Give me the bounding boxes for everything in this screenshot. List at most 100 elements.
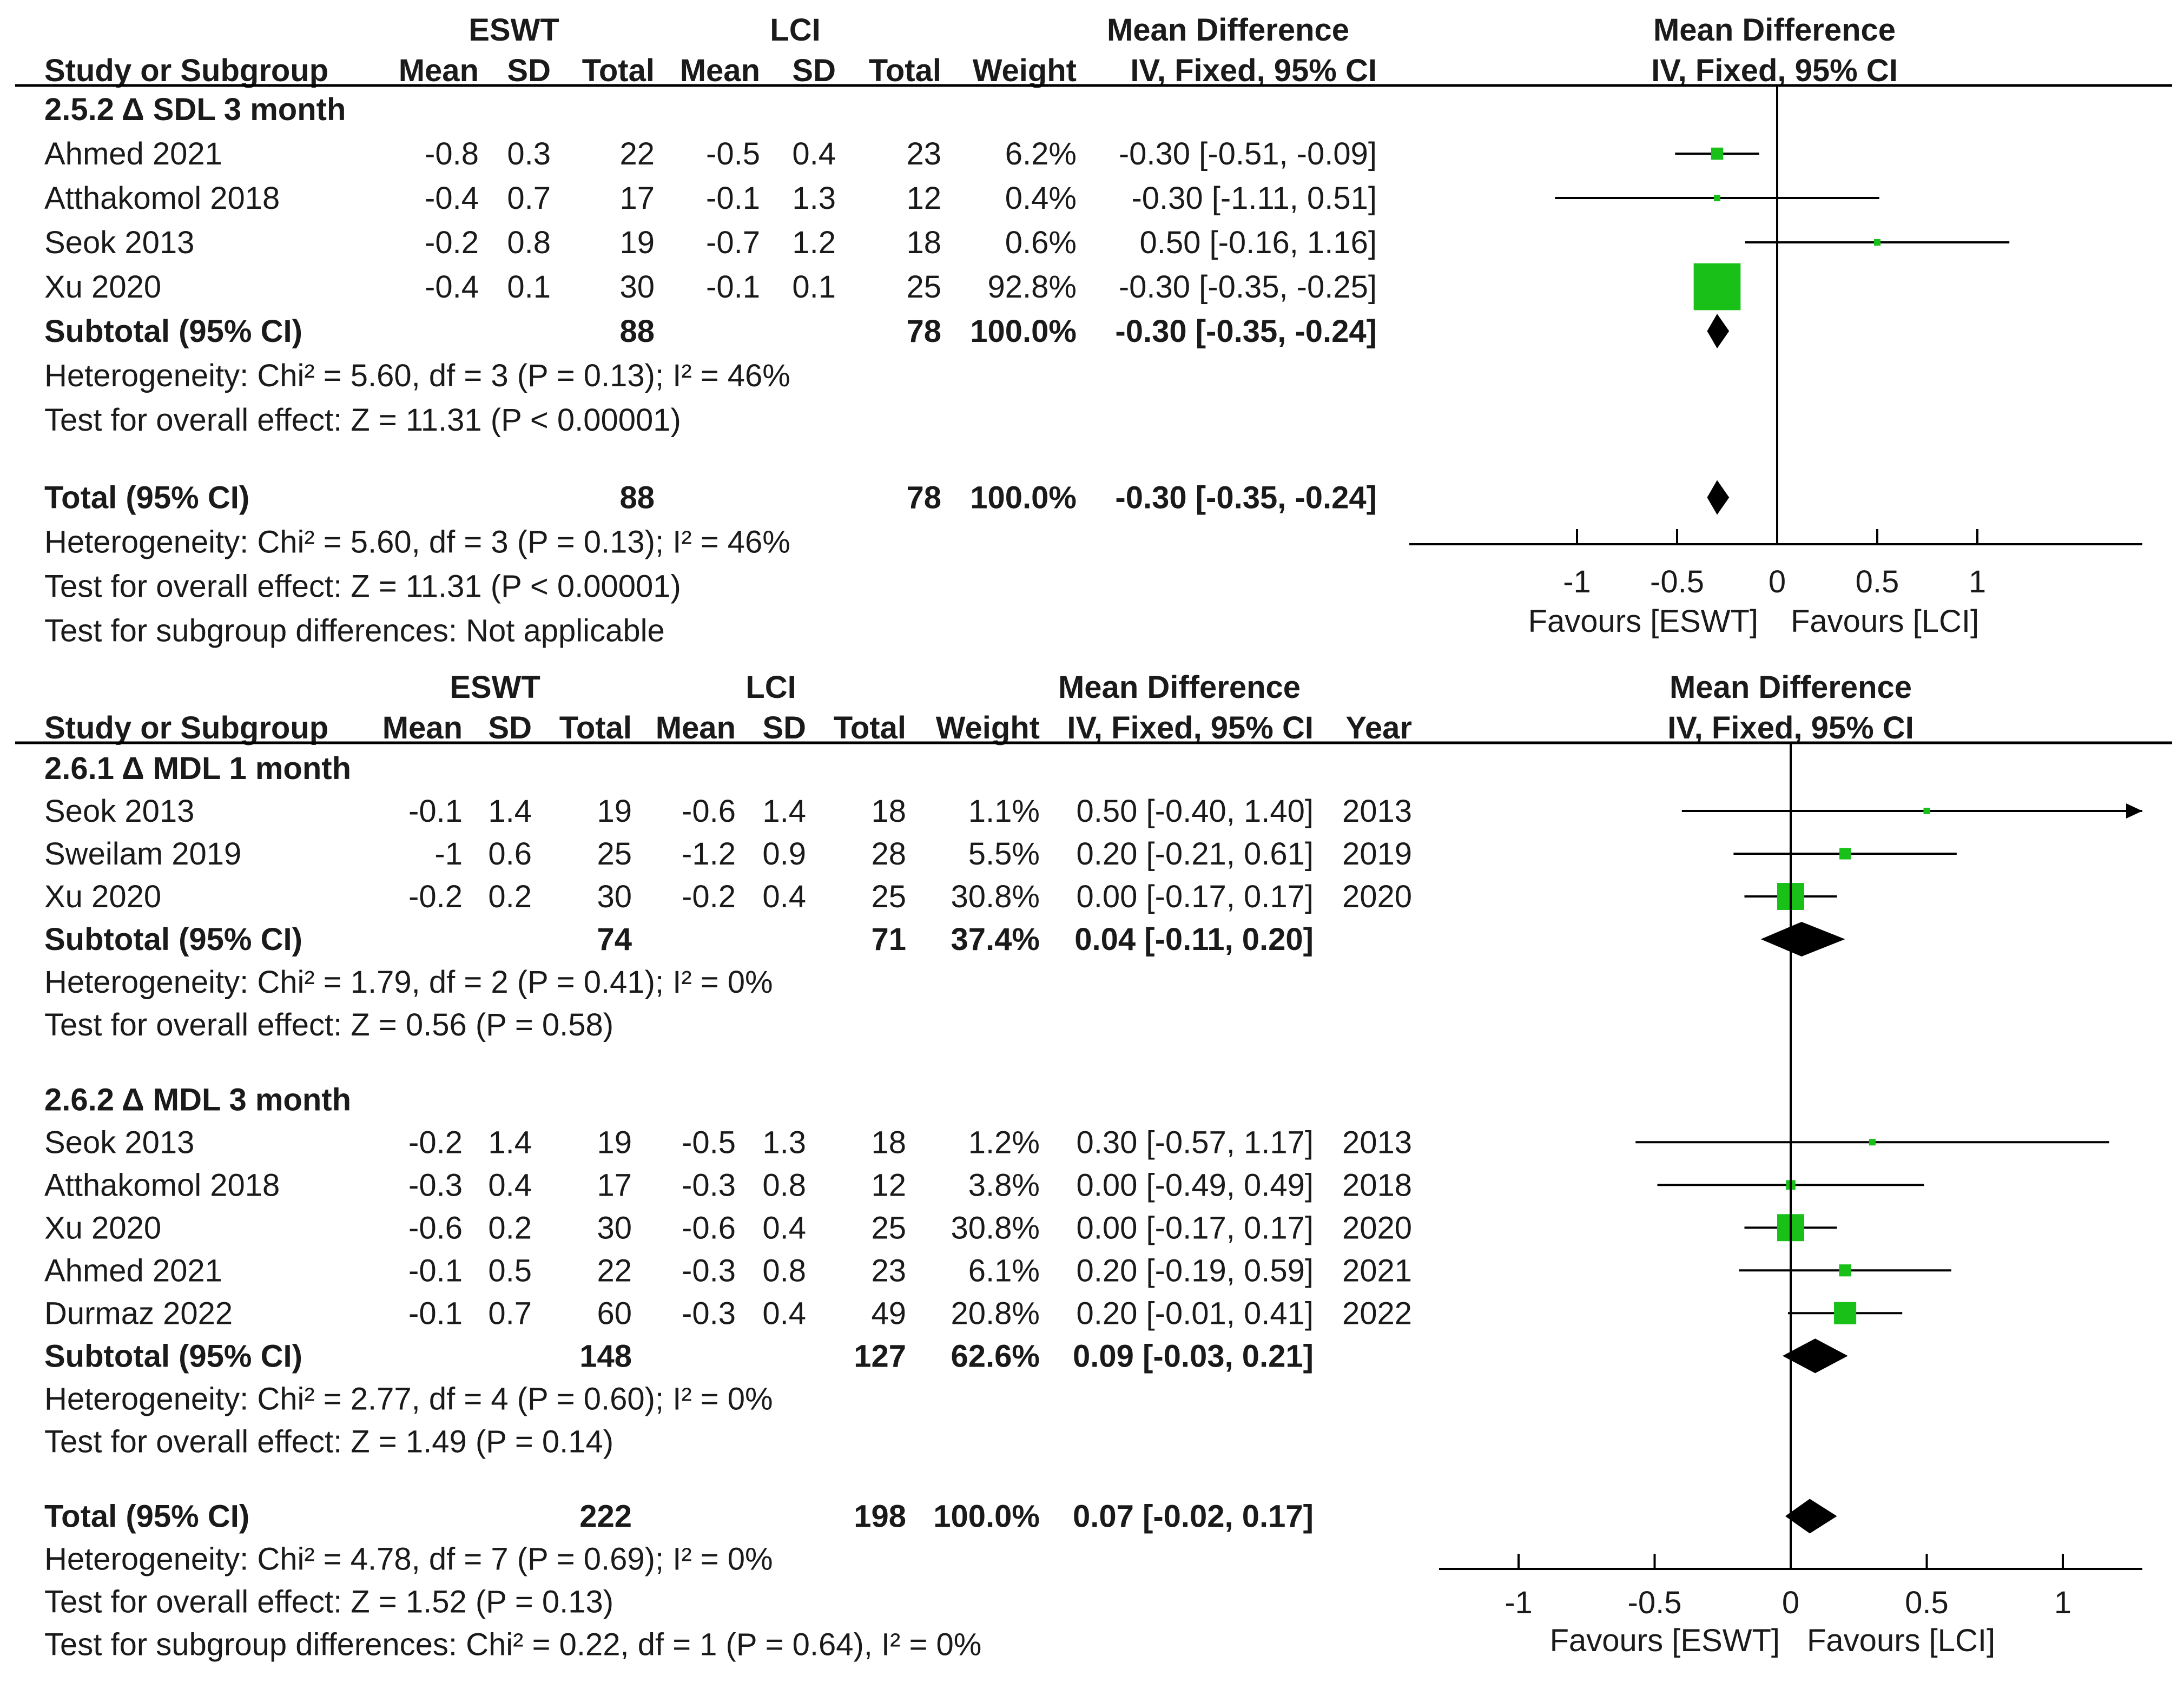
p2-row-10-sd1: 0.4 (488, 1167, 532, 1203)
p2-row-1-weight: 1.1% (968, 794, 1040, 829)
p2-row-2-mean2: -1.2 (682, 836, 736, 872)
p1-row-5-total2: 78 (906, 314, 941, 349)
p1-row-4-ci: -0.30 [-0.35, -0.25] (1119, 269, 1377, 305)
p2-row-3-mean1: -0.2 (408, 879, 463, 914)
p2-row-9-ci: 0.30 [-0.57, 1.17] (1076, 1125, 1314, 1160)
p2-favours-left: Favours [ESWT] (1550, 1623, 1780, 1658)
p1-tick-label-2: 0 (1769, 564, 1786, 599)
p2-row-4-label: Subtotal (95% CI) (44, 922, 302, 957)
p1-row-9-label: Total (95% CI) (44, 480, 249, 516)
p1-row-3-total1: 19 (619, 225, 655, 260)
p2-row-1-mean2: -0.6 (682, 794, 736, 829)
p1-row-1-mean2: -0.5 (706, 136, 760, 171)
p1-row-6-note: Heterogeneity: Chi² = 5.60, df = 3 (P = … (44, 358, 790, 393)
p2-row-10-mean2: -0.3 (682, 1167, 736, 1203)
p2-row-9-sd1: 1.4 (488, 1125, 532, 1160)
p2-row-2-year: 2019 (1342, 836, 1412, 872)
p2-row-13-sd2: 0.4 (762, 1296, 806, 1331)
p2-effect-subtitle: IV, Fixed, 95% CI (1067, 710, 1314, 745)
p1-row-3-total2: 18 (906, 225, 941, 260)
p1-row-1-sd1: 0.3 (507, 136, 551, 171)
p2-row-18-total2: 198 (854, 1499, 906, 1534)
p2-row-3-total2: 25 (871, 879, 906, 914)
p2-row-9-sd2: 1.3 (762, 1125, 806, 1160)
p2-row-11-sd2: 0.4 (762, 1210, 806, 1245)
p1-group2-header: LCI (770, 12, 820, 48)
p2-row-13-mean2: -0.3 (682, 1296, 736, 1331)
p1-row-5-total1: 88 (619, 314, 655, 349)
p2-col-mean2-header: Mean (656, 710, 736, 745)
p2-row-12-weight: 6.1% (968, 1253, 1040, 1288)
p2-row-20-note: Test for overall effect: Z = 1.52 (P = 0… (44, 1585, 613, 1620)
p1-row-5-weight: 100.0% (970, 314, 1077, 349)
p2-row-2-mean1: -1 (434, 836, 463, 872)
p2-row-13-sd1: 0.7 (488, 1296, 532, 1331)
p2-row-15-note: Heterogeneity: Chi² = 2.77, df = 4 (P = … (44, 1381, 773, 1416)
p2-col-sd2-header: SD (762, 710, 806, 745)
p2-row-13-ci: 0.20 [-0.01, 0.41] (1076, 1296, 1314, 1331)
p1-effect-subtitle: IV, Fixed, 95% CI (1130, 53, 1377, 88)
p2-row-13-weight-square (1834, 1302, 1857, 1324)
p2-plot-title: Mean Difference (1670, 670, 1912, 705)
p1-col-study-header: Study or Subgroup (44, 53, 328, 88)
p2-row-3-sd1: 0.2 (488, 879, 532, 914)
p1-row-12-note: Test for subgroup differences: Not appli… (44, 613, 665, 649)
p1-group1-header: ESWT (469, 12, 559, 48)
p2-row-1-year: 2013 (1342, 794, 1412, 829)
p1-row-4-sd1: 0.1 (507, 269, 551, 305)
p2-row-10-total2: 12 (871, 1167, 906, 1203)
p2-row-2-study-name: Sweilam 2019 (44, 836, 241, 872)
p2-row-1-total2: 18 (871, 794, 906, 829)
p1-col-sd1-header: SD (507, 53, 551, 88)
p2-row-4-total2: 71 (871, 922, 906, 957)
p1-row-2-mean2: -0.1 (706, 181, 760, 216)
p1-row-4-study-name: Xu 2020 (44, 269, 161, 305)
p2-row-1-sd2: 1.4 (762, 794, 806, 829)
p2-row-18-ci: 0.07 [-0.02, 0.17] (1073, 1499, 1314, 1534)
p2-group1-header: ESWT (450, 670, 540, 705)
p2-row-9-total1: 19 (597, 1125, 632, 1160)
p1-row-2-sd2: 1.3 (792, 181, 836, 216)
p1-row-3-weight-square (1874, 239, 1881, 246)
p2-row-11-weight: 30.8% (951, 1210, 1040, 1245)
p1-row-1-total1: 22 (619, 136, 655, 171)
p2-effect-title: Mean Difference (1058, 670, 1301, 705)
p2-row-12-year: 2021 (1342, 1253, 1412, 1288)
p2-row-10-study-name: Atthakomol 2018 (44, 1167, 280, 1203)
p1-plot-title: Mean Difference (1653, 12, 1896, 48)
p2-row-1-mean1: -0.1 (408, 794, 463, 829)
p2-row-21-note: Test for subgroup differences: Chi² = 0.… (44, 1627, 981, 1662)
p2-row-11-mean2: -0.6 (682, 1210, 736, 1245)
p1-row-10-note: Heterogeneity: Chi² = 5.60, df = 3 (P = … (44, 525, 790, 560)
p2-row-12-ci: 0.20 [-0.19, 0.59] (1076, 1253, 1314, 1288)
p2-row-1-weight-square (1923, 808, 1930, 814)
p1-effect-title: Mean Difference (1107, 12, 1349, 48)
p2-row-3-mean2: -0.2 (682, 879, 736, 914)
p2-row-2-total2: 28 (871, 836, 906, 872)
p1-col-mean1-header: Mean (399, 53, 479, 88)
p2-row-11-mean1: -0.6 (408, 1210, 463, 1245)
p2-row-12-sd1: 0.5 (488, 1253, 532, 1288)
p2-row-18-total1: 222 (579, 1499, 632, 1534)
p2-row-2-sd2: 0.9 (762, 836, 806, 872)
p2-row-2-ci: 0.20 [-0.21, 0.61] (1076, 836, 1314, 872)
p2-row-14-weight: 62.6% (951, 1338, 1040, 1374)
p1-tick-label-4: 1 (1969, 564, 1986, 599)
p2-row-2-weight: 5.5% (968, 836, 1040, 872)
p2-row-1-study-name: Seok 2013 (44, 794, 194, 829)
p1-row-3-mean1: -0.2 (425, 225, 479, 260)
p2-row-2-sd1: 0.6 (488, 836, 532, 872)
p1-row-3-weight: 0.6% (1005, 225, 1077, 260)
p2-row-13-mean1: -0.1 (408, 1296, 463, 1331)
p1-row-0-subgroup-label: 2.5.2 Δ SDL 3 month (44, 92, 346, 127)
p1-col-total2-header: Total (869, 53, 941, 88)
p2-row-9-mean1: -0.2 (408, 1125, 463, 1160)
p2-row-12-total1: 22 (597, 1253, 632, 1288)
p1-row-2-weight-square (1714, 195, 1720, 201)
p1-row-4-mean2: -0.1 (706, 269, 760, 305)
p1-row-1-weight: 6.2% (1005, 136, 1077, 171)
p2-col-study-header: Study or Subgroup (44, 710, 328, 745)
p1-row-7-note: Test for overall effect: Z = 11.31 (P < … (44, 403, 681, 438)
p2-row-11-total1: 30 (597, 1210, 632, 1245)
